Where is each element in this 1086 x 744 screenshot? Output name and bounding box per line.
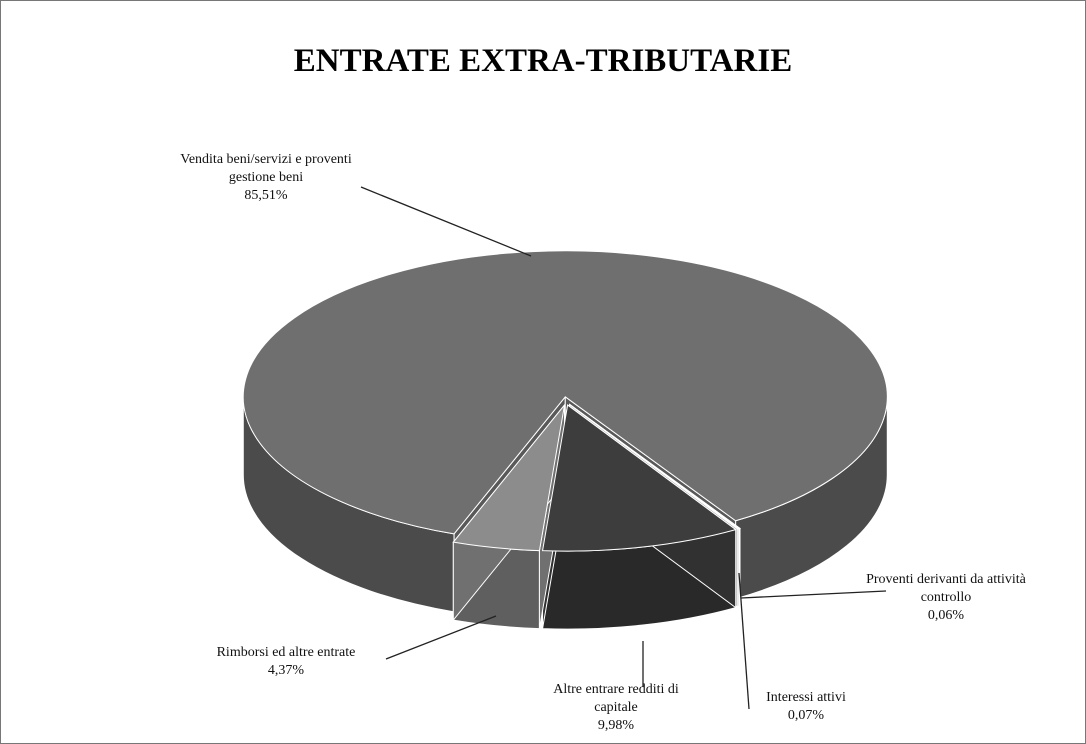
slice [452,403,566,552]
slice-value: 9,98% [597,718,635,733]
leader-line [738,572,750,710]
slice [541,404,737,552]
slice-name: Rimborsi ed altre entrate [216,645,356,660]
slice [569,404,741,530]
data-label: Rimborsi ed altre entrate 4,37% [176,644,396,680]
slice-value: 0,07% [787,708,825,723]
data-label: Altre entrare redditi di capitale 9,98% [531,681,701,735]
slice-name: Altre entrare redditi di capitale [553,682,679,715]
slice-name: Proventi derivanti da attività controllo [866,572,1026,605]
data-label: Interessi attivi 0,07% [746,689,866,725]
leader-line [360,186,532,257]
leader-line [385,615,497,660]
slice-value: 4,37% [267,663,305,678]
slice-name: Interessi attivi [766,690,846,705]
chart-title: ENTRATE EXTRA-TRIBUTARIE [293,43,793,79]
slice-value: 0,06% [927,608,965,623]
slice-name: Vendita beni/servizi e proventi gestione… [180,152,352,185]
data-label: Proventi derivanti da attività controllo… [861,571,1031,625]
leader-line [740,590,887,599]
data-label: Vendita beni/servizi e proventi gestione… [166,151,366,205]
slice [242,250,888,535]
slice-value: 85,51% [244,188,288,203]
